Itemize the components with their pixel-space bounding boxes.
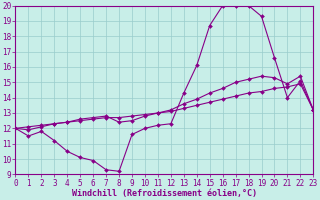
X-axis label: Windchill (Refroidissement éolien,°C): Windchill (Refroidissement éolien,°C)	[72, 189, 257, 198]
